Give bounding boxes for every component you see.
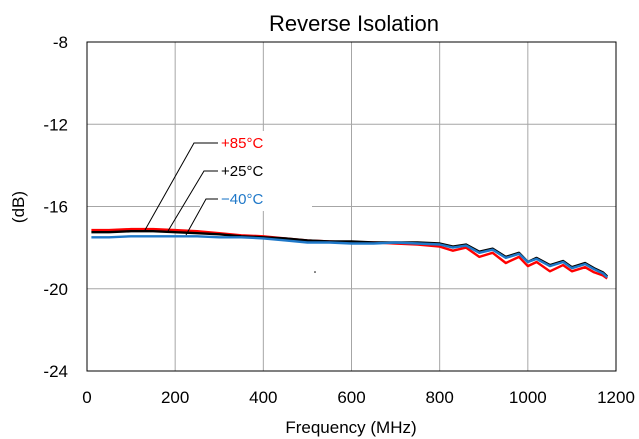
legend-label: +25°C xyxy=(221,163,263,180)
y-tick-label: -16 xyxy=(43,198,68,217)
x-tick-labels: 0 200 400 600 800 1000 1200 xyxy=(82,388,635,407)
plot-frame xyxy=(86,41,617,372)
stray-dot xyxy=(314,271,316,273)
x-tick-label: 600 xyxy=(337,388,365,407)
y-tick-label: -8 xyxy=(53,33,68,52)
x-tick-label: 200 xyxy=(161,388,189,407)
grid xyxy=(86,41,617,372)
legend-backdrop xyxy=(200,131,312,211)
y-tick-label: -12 xyxy=(43,115,68,134)
legend-label: −40°C xyxy=(221,191,263,208)
y-tick-labels: -8 -12 -16 -20 -24 xyxy=(43,33,68,381)
x-tick-label: 1000 xyxy=(509,388,547,407)
legend-leader-line xyxy=(185,198,218,236)
y-tick-label: -24 xyxy=(43,362,68,381)
y-axis-label: (dB) xyxy=(9,191,28,223)
series-line-1 xyxy=(91,230,609,278)
series-line-2 xyxy=(91,235,609,279)
chart-title: Reverse Isolation xyxy=(269,11,439,36)
inline-legend: +85°C +25°C −40°C xyxy=(144,131,312,236)
x-tick-label: 400 xyxy=(249,388,277,407)
legend-leader-line xyxy=(167,170,218,232)
x-tick-label: 800 xyxy=(425,388,453,407)
series-layer xyxy=(91,227,609,280)
x-tick-label: 1200 xyxy=(597,388,635,407)
x-axis-label: Frequency (MHz) xyxy=(285,418,416,437)
legend-leader-line xyxy=(144,142,218,231)
series-line-0 xyxy=(91,227,608,280)
x-tick-label: 0 xyxy=(82,388,91,407)
legend-label: +85°C xyxy=(221,135,263,152)
y-tick-label: -20 xyxy=(43,280,68,299)
